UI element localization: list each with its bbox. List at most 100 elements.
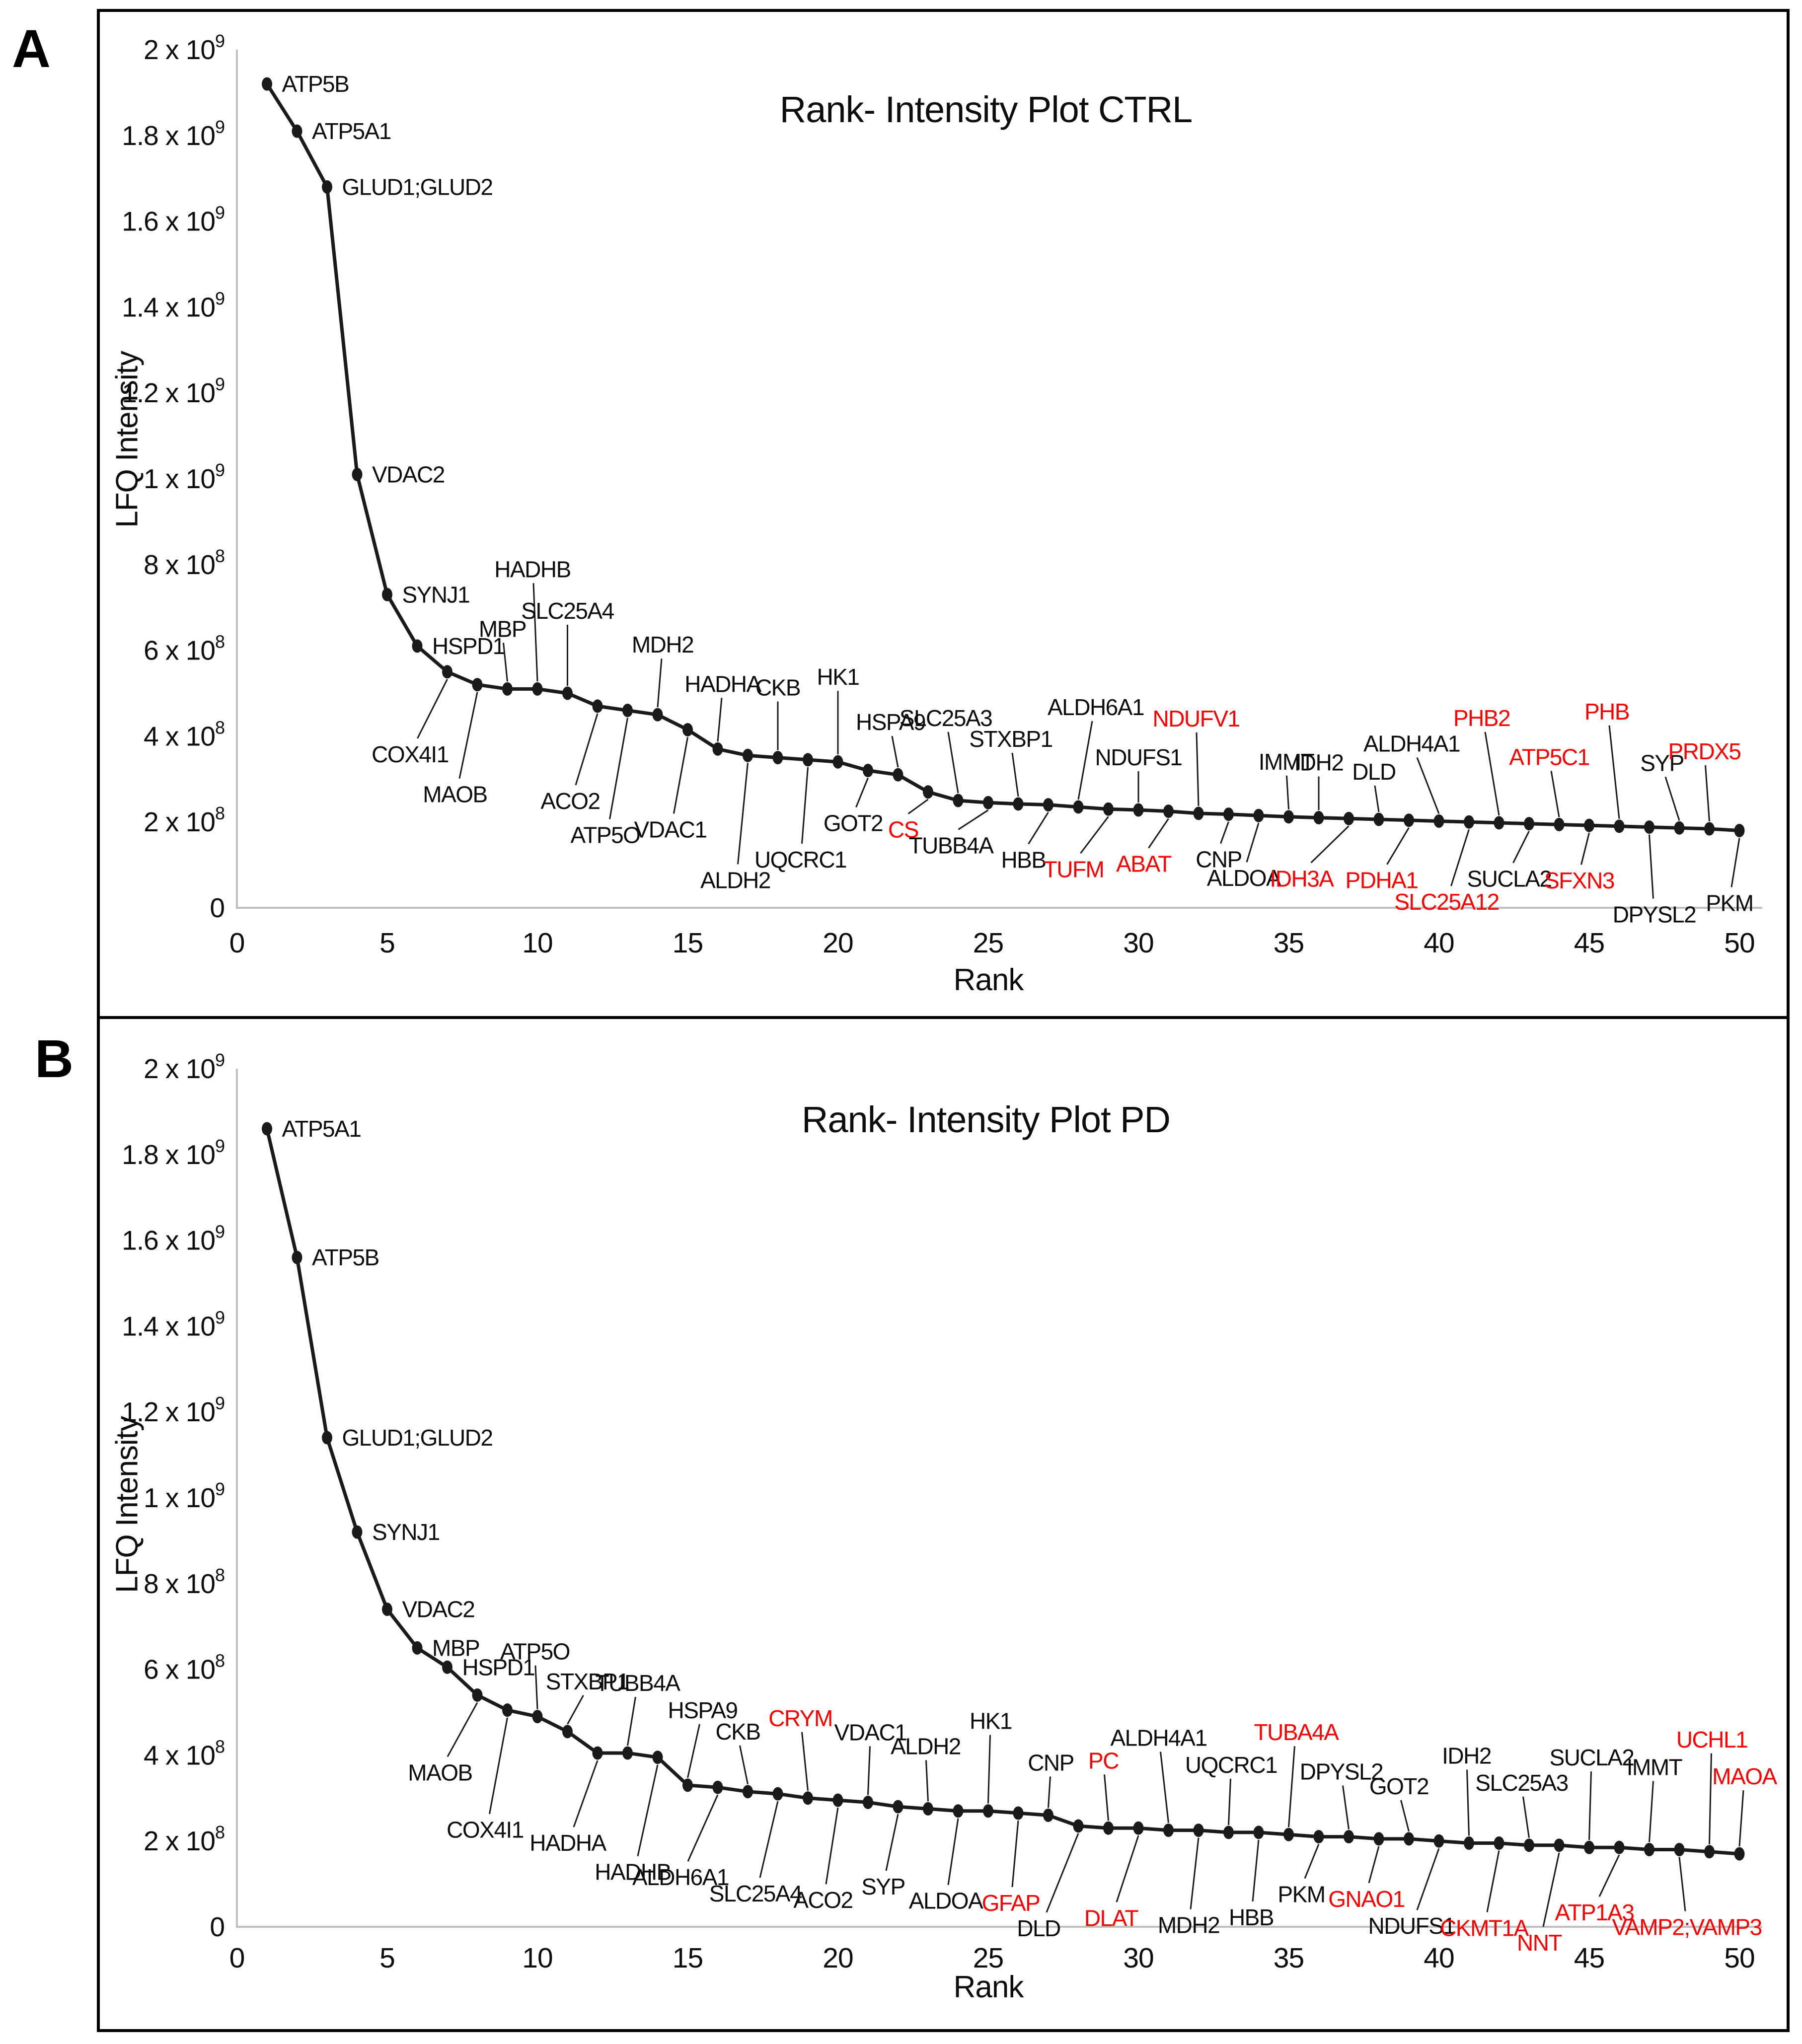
data-point-b-got2 <box>1404 1832 1414 1846</box>
gene-label-a-dpysl2: DPYSL2 <box>1613 902 1696 928</box>
data-point-b-crym <box>803 1791 813 1805</box>
gene-label-a-atp5c1: ATP5C1 <box>1509 744 1589 770</box>
data-point-b-slc25a4 <box>772 1787 783 1801</box>
gene-label-b-hspa9: HSPA9 <box>668 1697 738 1723</box>
gene-label-b-dpysl2: DPYSL2 <box>1300 1759 1383 1785</box>
data-point-a-cs <box>923 785 933 799</box>
data-point-a-vdac2 <box>352 467 363 481</box>
data-point-b-aco2 <box>832 1793 843 1807</box>
leader-line <box>1196 732 1200 806</box>
data-point-a-cox4i1 <box>442 665 452 679</box>
chart-title-ctrl: Rank- Intensity Plot CTRL <box>779 89 1193 130</box>
leader-line <box>1730 838 1740 887</box>
leader-line <box>657 658 663 708</box>
y-tick-label-b: 8 x 108 <box>144 1565 225 1599</box>
data-point-b-ndufs1 <box>1433 1834 1444 1848</box>
data-point-b-hspa9 <box>682 1778 693 1792</box>
data-point-b-pkm <box>1313 1830 1324 1844</box>
gene-label-b-mdh2: MDH2 <box>1158 1912 1219 1938</box>
gene-label-b-stxbp1: STXBP1 <box>546 1669 629 1694</box>
x-tick-label-a: 50 <box>1724 927 1754 959</box>
data-point-b-maob <box>472 1688 483 1702</box>
data-point-a-pdha1 <box>1404 813 1414 827</box>
leader-line <box>1738 1790 1744 1847</box>
leader-line <box>947 731 959 794</box>
y-tick-label-a: 8 x 108 <box>144 546 225 580</box>
data-point-b-immt <box>1644 1842 1654 1856</box>
x-tick-label-a: 10 <box>522 927 552 959</box>
data-point-a-syp <box>1674 821 1685 835</box>
leader-line <box>855 777 869 808</box>
y-tick-label-a: 1.4 x 109 <box>122 288 225 322</box>
gene-label-a-slc25a12: SLC25A12 <box>1394 889 1499 915</box>
gene-label-a-dld: DLD <box>1352 759 1396 785</box>
data-point-a-slc25a3 <box>953 794 964 807</box>
leader-line <box>1011 1820 1019 1888</box>
data-point-a-atp5o <box>622 704 633 718</box>
gene-label-b-aldh4a1: ALDH4A1 <box>1110 1725 1206 1751</box>
gene-label-b-maob: MAOB <box>408 1759 472 1785</box>
x-tick-label-a: 25 <box>973 927 1003 959</box>
x-tick-label-b: 0 <box>229 1942 245 1974</box>
y-tick-label-b: 1 x 109 <box>144 1479 225 1513</box>
panel-a-letter: A <box>12 18 51 78</box>
data-point-a-abat <box>1163 804 1174 818</box>
gene-label-a-aco2: ACO2 <box>540 788 600 814</box>
data-point-a-hspd1 <box>412 639 423 653</box>
leader-line <box>673 737 688 814</box>
y-tick-label-a: 4 x 108 <box>144 717 225 751</box>
leader-line <box>1046 1833 1079 1913</box>
gene-label-b-cox4i1: COX4I1 <box>447 1817 524 1843</box>
leader-line <box>1288 1746 1295 1827</box>
gene-label-b-vdac2: VDAC2 <box>402 1597 475 1622</box>
gene-label-b-gfap: GFAP <box>982 1890 1040 1916</box>
data-point-b-glud1;glud2 <box>322 1431 332 1445</box>
leader-line <box>575 713 599 786</box>
leader-line <box>458 692 478 779</box>
data-point-b-vdac1 <box>863 1795 873 1809</box>
gene-label-a-hadhb: HADHB <box>494 556 571 582</box>
data-point-b-mbp <box>412 1641 423 1655</box>
data-point-a-ckb <box>772 751 783 765</box>
data-point-b-aldh4a1 <box>1163 1824 1174 1837</box>
series-line-b <box>265 1128 1740 1856</box>
x-tick-label-b: 5 <box>379 1942 395 1974</box>
leader-line <box>891 735 899 768</box>
data-point-a-sfxn3 <box>1584 818 1594 832</box>
data-point-b-mdh2 <box>1193 1824 1204 1837</box>
leader-line <box>1466 1769 1470 1836</box>
gene-label-b-glud1;glud2: GLUD1;GLUD2 <box>342 1425 493 1451</box>
panel-a-frame <box>97 9 1790 1019</box>
leader-line <box>687 1794 719 1862</box>
data-point-a-immt <box>1283 810 1294 824</box>
leader-line <box>1486 1850 1500 1912</box>
gene-label-b-hadhb: HADHB <box>595 1859 671 1885</box>
gene-label-a-hbb: HBB <box>1001 847 1046 873</box>
data-point-b-slc25a3 <box>1524 1838 1534 1852</box>
data-point-a-atp5b <box>262 77 272 91</box>
leader-line <box>1709 1753 1712 1844</box>
leader-line <box>717 698 723 742</box>
data-point-a-aldh6a1 <box>1073 800 1084 814</box>
leader-line <box>489 1717 508 1814</box>
leader-line <box>1400 1800 1410 1832</box>
data-point-b-aldoa <box>953 1804 964 1818</box>
x-tick-label-b: 30 <box>1123 1942 1153 1974</box>
leader-line <box>1028 811 1049 845</box>
data-point-a-prdx5 <box>1704 822 1715 836</box>
gene-label-a-slc25a4: SLC25A4 <box>521 598 614 624</box>
gene-label-a-hk1: HK1 <box>817 664 859 690</box>
leader-line <box>1386 827 1410 865</box>
leader-line <box>1246 822 1260 863</box>
leader-line <box>867 1746 871 1795</box>
data-point-a-hbb <box>1043 798 1053 812</box>
gene-label-a-pkm: PKM <box>1706 890 1753 916</box>
data-point-b-pc <box>1103 1821 1114 1835</box>
data-point-a-mdh2 <box>652 708 663 722</box>
data-point-a-cnp <box>1223 807 1234 821</box>
data-point-a-phb2 <box>1494 816 1504 830</box>
leader-line <box>1160 1752 1169 1823</box>
data-point-b-aldh2 <box>923 1802 933 1816</box>
data-point-a-got2 <box>863 764 873 778</box>
leader-line <box>1228 1778 1231 1825</box>
